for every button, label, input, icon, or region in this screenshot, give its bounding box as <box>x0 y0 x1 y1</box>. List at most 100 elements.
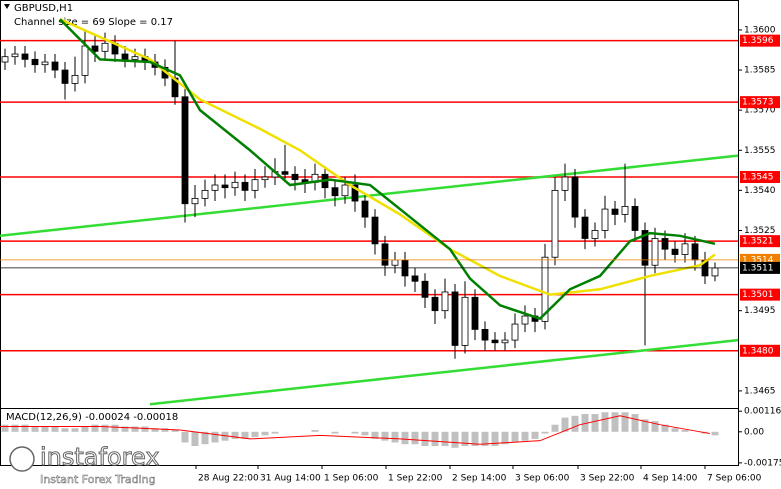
macd-signal <box>0 415 711 445</box>
watermark-tagline: Instant Forex Trading <box>40 473 156 486</box>
moving-average <box>59 18 716 321</box>
macd-bar <box>71 428 79 432</box>
macd-bar <box>91 424 99 432</box>
candle-body <box>561 176 569 191</box>
macd-bar <box>451 431 459 448</box>
macd-bar <box>511 431 519 443</box>
candle-body <box>601 208 609 231</box>
macd-bar <box>481 431 489 446</box>
x-tick-label: 2 Sep 14:00 <box>452 474 507 484</box>
menu-icon <box>4 4 10 9</box>
candle-body <box>641 230 649 266</box>
macd-bar <box>121 426 129 432</box>
watermark-brand: instaforex <box>40 443 160 471</box>
candle-body <box>221 184 229 189</box>
macd-bar <box>671 428 679 432</box>
chart-title: GBPUSD,H1 <box>14 3 73 14</box>
y-tick-label: 0.00116 <box>744 407 781 417</box>
macd-bar <box>651 421 659 432</box>
macd-bar <box>181 431 189 443</box>
macd-bar <box>311 430 319 432</box>
macd-bar <box>371 431 379 439</box>
macd-bar <box>101 424 109 432</box>
y-tick-label: 1.3525 <box>744 226 776 236</box>
macd-bar <box>161 428 169 432</box>
macd-bar <box>1 424 9 432</box>
candle-body <box>711 267 719 277</box>
candle-body <box>231 181 239 189</box>
candle-body <box>241 181 249 191</box>
macd-bar <box>331 431 339 434</box>
macd-bar <box>571 415 579 432</box>
macd-bar <box>201 431 209 445</box>
candle-body <box>421 280 429 298</box>
watermark-logo <box>9 446 35 472</box>
y-tick-label: 1.3555 <box>744 146 776 156</box>
candle-body <box>541 256 549 322</box>
macd-bar <box>711 431 719 436</box>
macd-bar <box>251 431 259 438</box>
candle-body <box>481 328 489 341</box>
macd-bar <box>621 412 629 432</box>
candle-body <box>661 238 669 250</box>
macd-bar <box>491 431 499 446</box>
candle-body <box>51 61 59 71</box>
x-tick-label: 3 Sep 22:00 <box>580 474 635 484</box>
candle-body <box>201 189 209 199</box>
candle-body <box>61 69 69 84</box>
macd-bar <box>581 414 589 432</box>
y-tick-label: 0.00 <box>744 427 764 437</box>
watermark: instaforex Instant Forex Trading <box>9 443 160 486</box>
x-tick-label: 1 Sep 06:00 <box>324 474 379 484</box>
macd-bar <box>351 431 359 434</box>
trend-line <box>149 338 739 406</box>
candle-body <box>251 179 259 191</box>
current-price-box <box>740 261 780 274</box>
candle-body <box>351 184 359 202</box>
candle-body <box>81 45 89 76</box>
candle-body <box>651 238 659 266</box>
candle-body <box>551 189 559 258</box>
macd-bar <box>611 412 619 432</box>
candle-body <box>21 53 29 60</box>
candle-body <box>291 173 299 181</box>
level-label-box <box>740 96 780 109</box>
y-tick-label: 1.3465 <box>744 386 776 396</box>
macd-bar <box>501 431 509 445</box>
level-label: 1.3545 <box>742 172 774 182</box>
macd-bar <box>391 431 399 443</box>
x-tick-label: 7 Sep 06:00 <box>707 474 762 484</box>
level-label-box <box>740 344 780 357</box>
candle-body <box>581 216 589 239</box>
candle-body <box>461 296 469 346</box>
candle-body <box>91 45 99 52</box>
candle-body <box>101 42 109 52</box>
candle-body <box>451 291 459 346</box>
macd-bar <box>401 431 409 445</box>
macd-bar <box>171 430 179 432</box>
x-tick-label: 31 Aug 14:00 <box>260 474 321 484</box>
macd-bar <box>681 430 689 432</box>
macd-bar <box>151 428 159 432</box>
macd-title: MACD(12,26,9) -0.00024 -0.00018 <box>6 412 178 423</box>
macd-bar <box>261 431 269 436</box>
level-label-box <box>740 170 780 183</box>
macd-bar <box>661 424 669 432</box>
candle-body <box>501 339 509 344</box>
candle-body <box>631 206 639 231</box>
candle-body <box>571 176 579 218</box>
candle-body <box>341 184 349 197</box>
candle-body <box>211 184 219 191</box>
candle-body <box>121 53 129 60</box>
y-tick-label: 1.3495 <box>744 306 776 316</box>
candle-body <box>521 315 529 325</box>
candle-body <box>261 176 269 181</box>
level-label-box <box>740 235 780 248</box>
y-tick-label: 1.3585 <box>744 66 776 76</box>
y-tick-label: -0.00175 <box>744 458 781 468</box>
macd-bar <box>61 428 69 432</box>
candle-body <box>441 291 449 312</box>
macd-bar <box>111 424 119 432</box>
macd-bar <box>541 431 549 434</box>
macd-bar <box>241 431 249 439</box>
